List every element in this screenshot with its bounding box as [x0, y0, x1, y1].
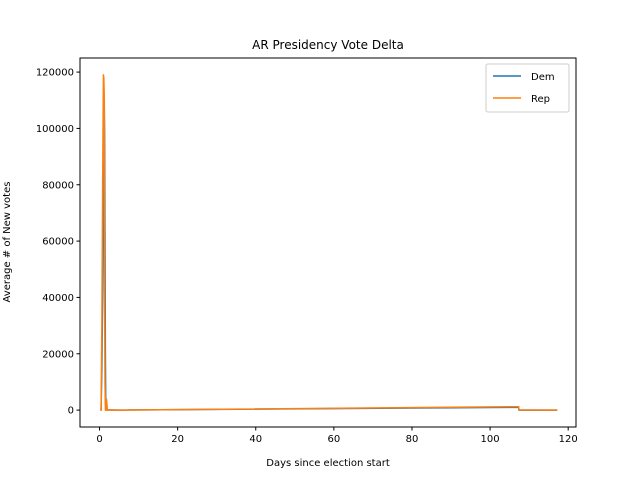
series-layer	[100, 74, 558, 411]
plot-area	[80, 58, 576, 427]
y-tick-label: 20000	[42, 349, 74, 360]
y-axis-label: Average # of New votes	[2, 182, 13, 303]
x-tick-label: 100	[481, 434, 500, 445]
series-line-rep	[100, 74, 558, 411]
y-tick-label: 40000	[42, 293, 74, 304]
x-tick-label: 120	[559, 434, 578, 445]
y-tick-label: 80000	[42, 180, 74, 191]
y-tick-label: 0	[68, 406, 74, 417]
x-tick-label: 80	[406, 434, 419, 445]
legend-box	[485, 63, 570, 113]
y-axis-ticks: 0 20000 40000 60000 80000 100000 120000	[36, 68, 80, 417]
x-tick-label: 20	[171, 434, 184, 445]
x-axis-ticks: 0 20 40 60 80 100 120	[96, 427, 578, 445]
x-tick-label: 40	[249, 434, 262, 445]
x-tick-label: 0	[96, 434, 102, 445]
x-tick-label: 60	[327, 434, 340, 445]
legend-label-rep: Rep	[531, 94, 550, 105]
y-tick-label: 100000	[36, 124, 74, 135]
x-axis-label: Days since election start	[266, 458, 390, 469]
y-tick-label: 120000	[36, 68, 74, 79]
legend-label-dem: Dem	[531, 72, 555, 83]
legend: Dem Rep	[485, 63, 570, 113]
plot-frame	[79, 57, 577, 428]
y-tick-label: 60000	[42, 237, 74, 248]
chart-title: AR Presidency Vote Delta	[252, 38, 404, 52]
